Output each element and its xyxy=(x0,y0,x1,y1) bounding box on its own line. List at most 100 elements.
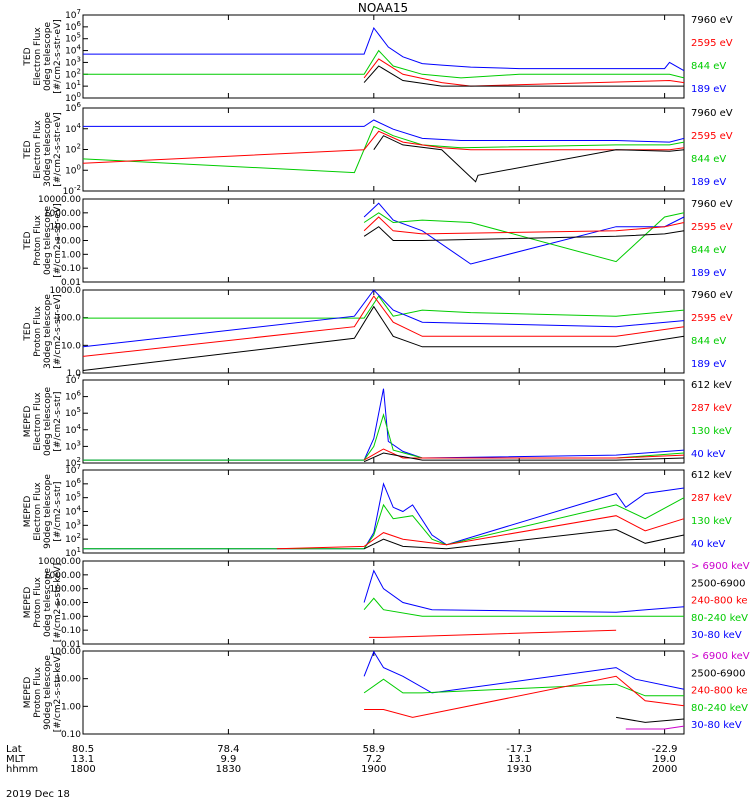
series-line-red xyxy=(363,448,685,461)
y-tick-label: 10.0 xyxy=(61,341,81,351)
legend-entry: > 6900 keV xyxy=(691,561,750,572)
y-tick-label: 0.10 xyxy=(61,264,81,274)
panel-7: 0.01 0.10 1.00 10.00 100.00 1000.00 10000.00 ME… xyxy=(23,557,750,650)
y-tick-label: 104 xyxy=(65,122,81,135)
panel-frame xyxy=(82,560,685,645)
y-axis-label: Electron Flux xyxy=(33,120,43,179)
legend-entry: 2500-6900 xyxy=(691,578,746,589)
y-axis-label: [#/cm2-s-str] xyxy=(53,481,63,541)
series-line-green xyxy=(363,597,684,617)
y-tick-label: 100.00 xyxy=(50,647,82,657)
legend-entry: 30-80 keV xyxy=(691,630,742,641)
x-tick-label: 7.2 xyxy=(366,754,382,765)
y-axis-label: [#/cm2-s-str-keV] xyxy=(53,653,63,732)
y-tick-label: 10.00 xyxy=(55,237,81,247)
panel-frame xyxy=(82,469,685,554)
x-tick-label: 2000 xyxy=(652,764,677,775)
series-line-black xyxy=(363,452,685,463)
y-tick-label: 105 xyxy=(65,406,81,419)
y-tick-label: 0.10 xyxy=(61,730,81,740)
x-tick-label: 9.9 xyxy=(220,754,236,765)
series-line-green xyxy=(83,295,685,319)
y-tick-label: 1.00 xyxy=(61,250,81,260)
x-tick-label: 13.1 xyxy=(508,754,530,765)
legend-entry: 40 keV xyxy=(691,539,725,550)
date-label: 2019 Dec 18 xyxy=(6,789,70,800)
series-line-red xyxy=(364,675,685,718)
x-tick-label: -22.9 xyxy=(652,744,678,755)
y-axis-label: 0deg telescope xyxy=(43,206,53,276)
y-axis-label: MEPED xyxy=(23,677,33,709)
y-axis-label: TED xyxy=(23,47,33,66)
series-line-red xyxy=(82,130,685,164)
y-tick-label: 10.00 xyxy=(55,599,81,609)
legend-entry: 2595 eV xyxy=(691,38,733,49)
y-axis-label: [#/cm2-s-str-eV] xyxy=(53,19,63,94)
legend-entry: 612 keV xyxy=(691,380,732,391)
y-tick-label: 106 xyxy=(65,390,81,403)
legend-entry: 7960 eV xyxy=(691,108,733,119)
y-axis-label: Proton Flux xyxy=(33,306,43,357)
series-line-blue xyxy=(83,26,685,72)
y-axis-label: [#/cm2-s-str-eV] xyxy=(53,112,63,187)
panel-frame xyxy=(82,198,685,283)
series-line-red xyxy=(276,515,685,550)
y-axis-label: [#/cm2-s-str-keV] xyxy=(53,563,63,642)
y-axis-label: 90deg telescope xyxy=(43,655,53,730)
legend-entry: 240-800 ke xyxy=(691,596,748,607)
series-line-red xyxy=(363,216,685,235)
y-tick-label: 104 xyxy=(65,423,81,436)
y-axis-label: Electron Flux xyxy=(33,27,43,86)
y-axis-label: Electron Flux xyxy=(33,482,43,541)
legend-entry: 240-800 ke xyxy=(691,686,748,697)
legend-entry: 80-240 keV xyxy=(691,613,748,624)
series-line-red xyxy=(363,58,685,87)
y-axis-label: [#/cm2-s-str-eV] xyxy=(53,203,63,278)
series-line-green xyxy=(83,49,685,79)
y-tick-label: 0.01 xyxy=(61,278,81,288)
series-line-black xyxy=(373,135,685,183)
y-tick-label: 104 xyxy=(65,505,81,518)
x-tick-label: 1830 xyxy=(216,764,241,775)
y-tick-label: 1000.00 xyxy=(44,209,81,219)
series-line-black xyxy=(363,226,685,241)
y-tick-label: 1.00 xyxy=(61,612,81,622)
legend-entry: 2595 eV xyxy=(691,222,733,233)
legend-entry: 7960 eV xyxy=(691,15,733,26)
series-line-green xyxy=(83,497,685,550)
legend-entry: 189 eV xyxy=(691,84,726,95)
legend-entry: 189 eV xyxy=(691,268,726,279)
legend-entry: 2595 eV xyxy=(691,131,733,142)
series-line-black xyxy=(616,716,685,723)
x-tick-label: 58.9 xyxy=(363,744,385,755)
series-line-green xyxy=(363,678,684,697)
series-line-magenta xyxy=(625,725,685,730)
series-line-red xyxy=(82,295,685,357)
x-tick-label: 78.4 xyxy=(217,744,239,755)
series-line-blue xyxy=(363,569,685,613)
series-line-blue xyxy=(363,650,685,694)
y-tick-label: 1000.0 xyxy=(50,286,82,296)
y-axis-label: 30deg telescope xyxy=(43,112,53,187)
y-tick-label: 0.10 xyxy=(61,626,81,636)
legend-entry: 7960 eV xyxy=(691,199,733,210)
legend-entry: 30-80 keV xyxy=(691,720,742,731)
panel-3: 0.01 0.10 1.00 10.00 100.00 1000.00 10000.00 TE… xyxy=(23,195,733,288)
x-tick-label: 1800 xyxy=(70,764,95,775)
y-tick-label: 102 xyxy=(65,532,81,545)
series-line-black xyxy=(363,65,684,87)
y-axis-label: 0deg telescope xyxy=(43,22,53,92)
series-line-blue xyxy=(363,202,685,265)
y-axis-label: MEPED xyxy=(23,587,33,619)
y-axis-label: MEPED xyxy=(23,406,33,438)
series-line-green xyxy=(363,212,685,263)
y-tick-label: 1000.00 xyxy=(44,571,81,581)
y-axis-label: Electron Flux xyxy=(33,392,43,451)
panel-frame xyxy=(82,379,685,464)
series-line-red xyxy=(369,629,617,638)
series-line-blue xyxy=(82,289,685,348)
